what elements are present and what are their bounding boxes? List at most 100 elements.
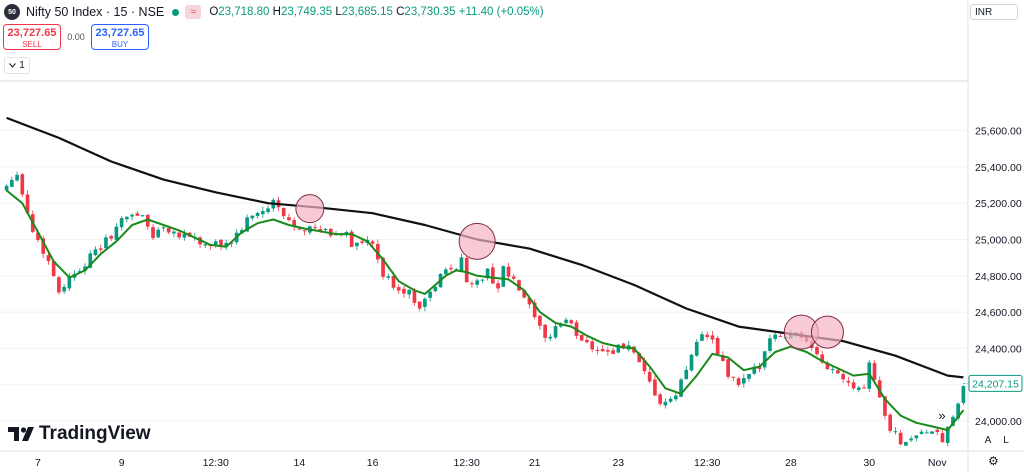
candle-body	[480, 279, 485, 281]
price-tick-label: 25,600.00	[975, 126, 1022, 138]
candle-body	[715, 337, 720, 355]
candle-body	[757, 366, 762, 370]
buy-price: 23,727.65	[95, 27, 145, 39]
candle-body	[658, 394, 662, 404]
candle-body	[443, 269, 448, 275]
sell-button[interactable]: 23,727.65 SELL	[3, 24, 61, 50]
open-label: O	[209, 6, 219, 18]
candle-body	[956, 403, 960, 419]
candle-body	[292, 220, 296, 228]
candle-body	[470, 283, 474, 285]
candle-body	[506, 266, 511, 277]
candle-body	[961, 386, 966, 403]
candle-body	[151, 227, 155, 238]
candle-body	[856, 387, 861, 390]
candle-body	[820, 354, 825, 363]
candle-body	[88, 253, 93, 268]
candle-body	[245, 217, 249, 232]
time-tick-label: 12:30	[203, 457, 229, 469]
candle-body	[935, 429, 940, 432]
candle-body	[396, 287, 401, 291]
symbol-title[interactable]: Nifty 50 Index · 15 · NSE	[26, 5, 165, 19]
candle-body	[145, 214, 150, 227]
high-value: 23,749.35	[280, 6, 333, 18]
candle-body	[177, 232, 181, 238]
candle-body	[579, 334, 584, 341]
time-tick-label: 28	[785, 457, 797, 469]
log-scale-button[interactable]: L	[1003, 434, 1009, 446]
candle-body	[747, 374, 751, 379]
buy-label: BUY	[111, 40, 129, 49]
gear-icon[interactable]: ⚙	[988, 454, 999, 468]
change-value: +11.40 (+0.05%)	[458, 6, 544, 18]
time-axis: 7 9 12:30 14 16 12:30 21 23 12:30 28 30 Nov	[35, 457, 947, 469]
candle-body	[36, 232, 40, 240]
buy-button[interactable]: 23,727.65 BUY	[91, 24, 149, 50]
candle-body	[611, 350, 615, 354]
candle-body	[46, 255, 51, 262]
candle-body	[585, 339, 589, 343]
auto-scale-button[interactable]: A	[984, 434, 992, 446]
candle-body	[532, 302, 537, 318]
time-tick-label: 12:30	[454, 457, 480, 469]
price-tick-label: 25,200.00	[975, 198, 1022, 210]
candle-body	[511, 276, 516, 279]
delayed-data-badge[interactable]: ≈	[185, 5, 202, 19]
candle-body	[402, 288, 406, 294]
candle-body	[360, 241, 364, 243]
candle-body	[674, 395, 678, 400]
candle-body	[836, 370, 840, 374]
candle-body	[4, 185, 9, 191]
symbol-badge[interactable]: 50	[4, 4, 20, 20]
candle-body	[914, 435, 919, 439]
market-status-icon	[172, 8, 180, 16]
candle-body	[412, 290, 417, 303]
candle-body	[428, 291, 432, 298]
candle-body	[25, 194, 30, 214]
candle-body	[595, 350, 600, 352]
candle-body	[62, 286, 66, 292]
candle-body	[255, 212, 260, 216]
candle-body	[501, 266, 506, 287]
open-value: 23,718.80	[218, 6, 270, 18]
quantity-selector[interactable]: 1	[4, 57, 30, 74]
candle-body	[919, 431, 924, 434]
candle-body	[266, 208, 270, 213]
candle-body	[930, 431, 934, 434]
tradingview-logo[interactable]: TradingView	[8, 423, 151, 445]
ohlc-values: O23,718.80 H23,749.35 L23,685.15 C23,730…	[209, 6, 543, 18]
candle-body	[815, 347, 819, 355]
logo-text: TradingView	[39, 423, 151, 444]
close-value: 23,730.35	[404, 6, 456, 18]
candle-body	[553, 326, 558, 338]
candle-body	[10, 179, 14, 187]
candle-body	[83, 266, 87, 271]
candle-body	[825, 362, 830, 370]
symbol-header: 50 Nifty 50 Index · 15 · NSE ≈ O23,718.8…	[4, 3, 544, 21]
scroll-to-realtime-button[interactable]: »	[938, 407, 946, 423]
time-tick-label: Nov	[928, 457, 947, 469]
candle-body	[93, 249, 98, 256]
candle-body	[302, 230, 307, 232]
time-tick-label: 9	[119, 457, 125, 469]
highlight-circle	[295, 194, 325, 224]
candle-body	[391, 275, 396, 288]
candle-body	[872, 363, 877, 380]
candle-body	[538, 315, 542, 326]
candle-body	[668, 398, 673, 402]
trade-panel: 23,727.65 SELL 0.00 23,727.65 BUY	[3, 24, 149, 50]
candle-body	[851, 382, 856, 389]
time-tick-label: 16	[367, 457, 379, 469]
candle-body	[705, 334, 710, 338]
currency-selector[interactable]: INR	[970, 4, 1018, 20]
candle-body	[517, 280, 521, 291]
candle-body	[459, 257, 464, 271]
candle-body	[491, 267, 495, 284]
candle-body	[773, 334, 777, 339]
candle-body	[375, 243, 380, 260]
candle-body	[219, 239, 223, 247]
candle-body	[125, 216, 129, 220]
candle-body	[893, 431, 898, 433]
price-tick-label: 25,000.00	[975, 235, 1022, 247]
